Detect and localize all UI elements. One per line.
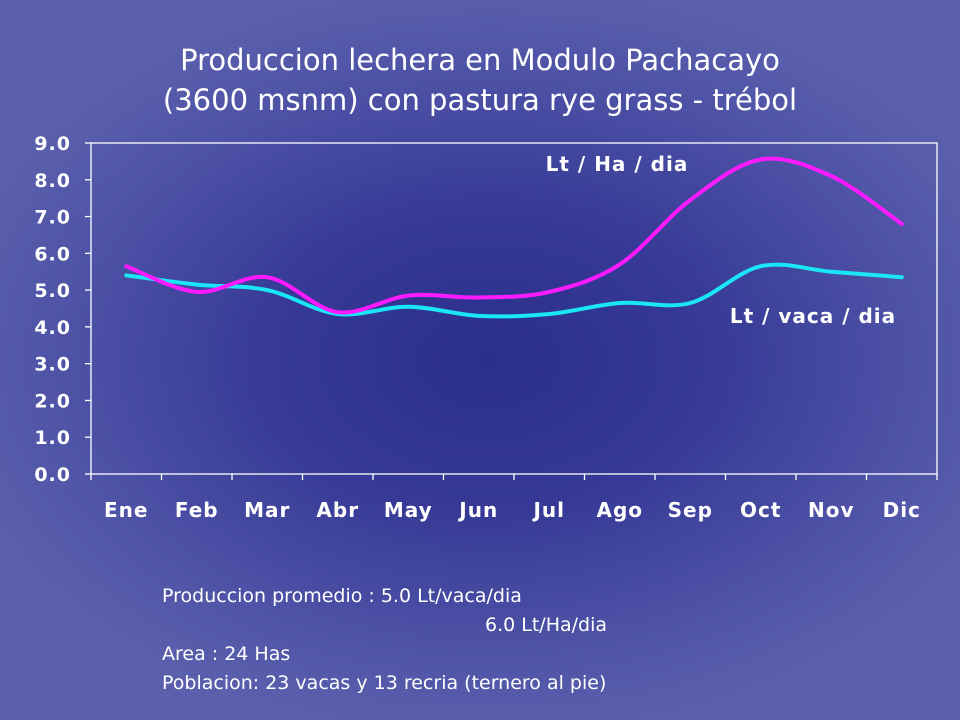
x-tick-label: May [384,498,433,522]
x-tick-label: Feb [175,498,219,522]
chart-title-line-1: Produccion lechera en Modulo Pachacayo [180,43,780,77]
chart-title-line-2: (3600 msnm) con pastura rye grass - tréb… [162,83,798,117]
x-tick-label: Ene [104,498,148,522]
x-tick-label: Abr [316,498,359,522]
y-tick-label: 8.0 [34,170,71,192]
y-tick-label: 1.0 [34,427,71,449]
y-tick-label: 2.0 [34,390,71,412]
note-population: Poblacion: 23 vacas y 13 recria (ternero… [162,672,607,694]
x-tick-label: Oct [740,498,781,522]
y-tick-label: 0.0 [34,464,71,486]
x-tick-label: Jul [531,498,565,522]
y-tick-label: 7.0 [34,207,71,229]
x-tick-label: Dic [883,498,921,522]
production-notes: Produccion promedio : 5.0 Lt/vaca/dia 6.… [162,582,607,698]
x-tick-label: Jun [457,498,498,522]
x-tick-label: Sep [668,498,713,522]
x-tick-label: Nov [808,498,855,522]
x-tick-label: Mar [244,498,290,522]
y-tick-label: 5.0 [34,280,71,302]
y-tick-label: 3.0 [34,354,71,376]
note-average-production: Produccion promedio : 5.0 Lt/vaca/dia [162,585,522,607]
line-chart: 0.0 1.0 2.0 3.0 4.0 5.0 6.0 7.0 8.0 9.0 Ene Feb Mar A… [34,133,921,522]
series-label-lt-vaca-dia: Lt / vaca / dia [730,304,896,328]
series-line-lt-ha-dia [124,156,904,315]
y-tick-label: 4.0 [34,317,71,339]
note-area: Area : 24 Has [162,643,291,665]
y-tick-label: 9.0 [34,133,71,155]
series-line-lt-vaca-dia [124,262,904,319]
chart-title: Produccion lechera en Modulo Pachacayo (… [0,40,960,120]
note-average-production-per-ha: 6.0 Lt/Ha/dia [485,614,608,636]
x-tick-label: Ago [596,498,643,522]
y-tick-label: 6.0 [34,243,71,265]
series-label-lt-ha-dia: Lt / Ha / dia [546,152,689,176]
